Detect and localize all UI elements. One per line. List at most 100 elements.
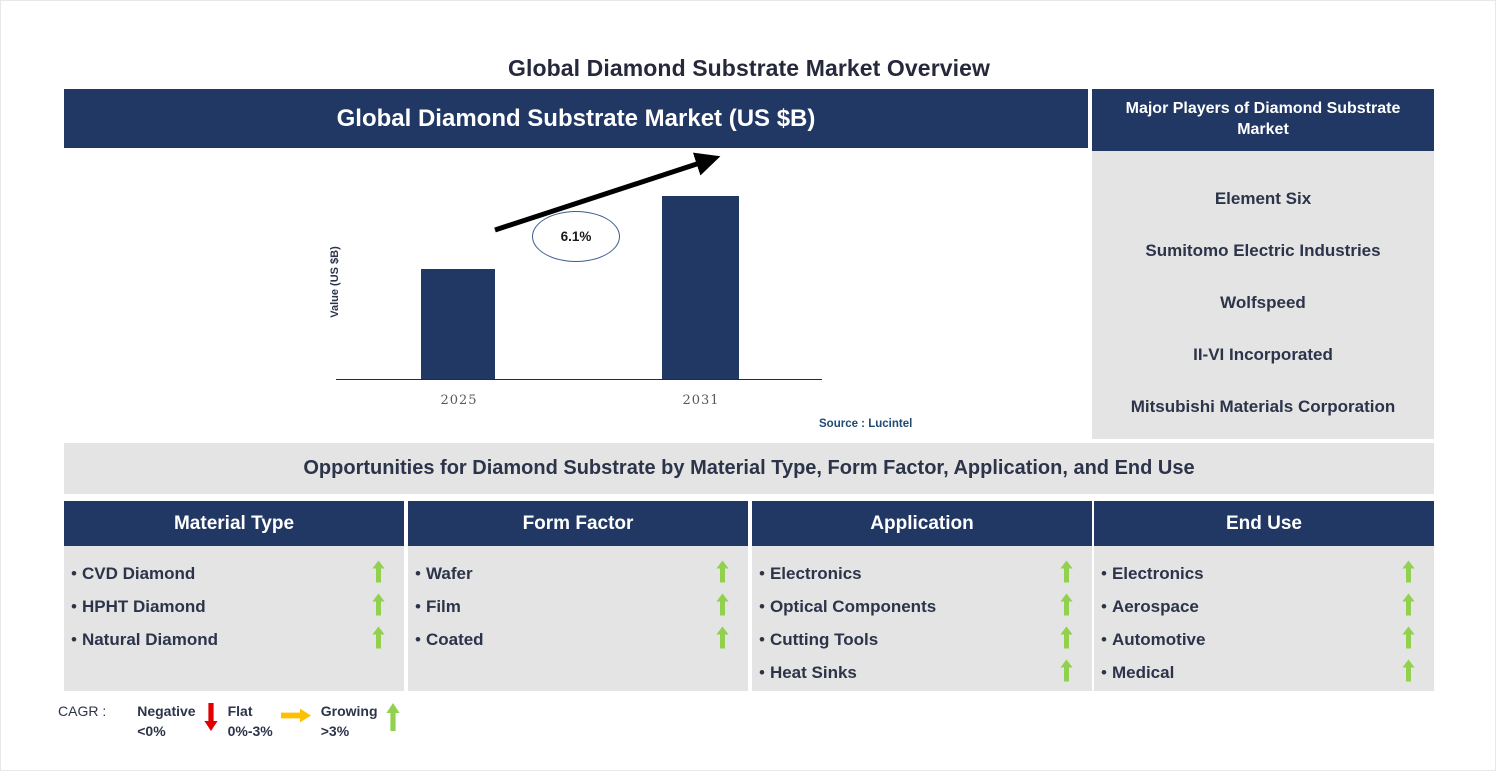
up-arrow-icon <box>385 703 400 736</box>
category-row: • Coated <box>408 623 748 656</box>
category-row: • HPHT Diamond <box>64 590 404 623</box>
bullet-icon: • <box>1101 564 1107 583</box>
bar-2025 <box>421 269 495 379</box>
bullet-icon: • <box>415 564 421 583</box>
major-players-list: Element Six Sumitomo Electric Industries… <box>1092 151 1434 439</box>
category-item-label: Electronics <box>1111 563 1204 583</box>
legend-negative-name: Negative <box>137 703 196 719</box>
category-item-label: Wafer <box>425 563 473 583</box>
legend-growing-text: Growing >3% <box>321 701 378 742</box>
legend-negative-range: <0% <box>137 723 166 740</box>
legend-entry-negative: Negative <0% <box>137 701 224 742</box>
category-header: Form Factor <box>408 501 748 546</box>
legend-flat-name: Flat <box>227 703 253 719</box>
growing-up-arrow-icon <box>1060 560 1073 587</box>
bullet-icon: • <box>71 597 77 616</box>
category-item-label: Medical <box>1111 662 1175 682</box>
legend-entry-flat: Flat 0%-3% <box>228 701 318 742</box>
category-header: Material Type <box>64 501 404 546</box>
category-column-material-type: Material Type • CVD Diamond • HPHT Diamo… <box>64 501 404 691</box>
growing-up-arrow-icon <box>372 626 385 653</box>
growing-up-arrow-icon <box>1402 560 1415 587</box>
category-row: • Electronics <box>752 557 1092 590</box>
bullet-icon: • <box>759 663 765 682</box>
category-body: • Wafer • Film • Coated <box>408 546 748 691</box>
category-item-label: Heat Sinks <box>769 662 857 682</box>
category-header: Application <box>752 501 1092 546</box>
bullet-icon: • <box>415 630 421 649</box>
bullet-icon: • <box>1101 663 1107 682</box>
cagr-legend-label: CAGR : <box>58 703 107 719</box>
bullet-icon: • <box>759 597 765 616</box>
category-row: • Optical Components <box>752 590 1092 623</box>
growing-up-arrow-icon <box>1060 626 1073 653</box>
legend-growing-name: Growing <box>320 703 378 719</box>
legend-growing-range: >3% <box>320 723 350 740</box>
major-players-panel: Major Players of Diamond Substrate Marke… <box>1092 89 1434 439</box>
down-arrow-icon <box>203 703 218 736</box>
x-tick-2025: 2025 <box>440 393 478 408</box>
bullet-icon: • <box>415 597 421 616</box>
growing-up-arrow-icon <box>372 593 385 620</box>
category-row: • Electronics <box>1094 557 1434 590</box>
right-arrow-icon <box>280 708 311 728</box>
growing-up-arrow-icon <box>372 560 385 587</box>
category-row: • CVD Diamond <box>64 557 404 590</box>
category-column-application: Application • Electronics • Optical Comp… <box>752 501 1092 691</box>
category-item-label: Aerospace <box>1111 596 1199 616</box>
bullet-icon: • <box>1101 630 1107 649</box>
cagr-growth-arrow-icon <box>494 152 721 233</box>
category-row: • Natural Diamond <box>64 623 404 656</box>
growing-up-arrow-icon <box>1402 659 1415 686</box>
category-column-form-factor: Form Factor • Wafer • Film • Coated <box>408 501 748 691</box>
category-body: • Electronics • Optical Components • Cut… <box>752 546 1092 691</box>
opportunities-banner: Opportunities for Diamond Substrate by M… <box>64 443 1434 494</box>
category-body: • CVD Diamond • HPHT Diamond • Natural D… <box>64 546 404 691</box>
growing-up-arrow-icon <box>1060 659 1073 686</box>
category-item-label: Cutting Tools <box>769 629 879 649</box>
category-row: • Automotive <box>1094 623 1434 656</box>
bar-2031 <box>662 196 739 379</box>
bullet-icon: • <box>1101 597 1107 616</box>
source-label: Source : Lucintel <box>819 418 913 430</box>
bullet-icon: • <box>71 630 77 649</box>
legend-flat-range: 0%-3% <box>227 723 273 740</box>
legend-negative-text: Negative <0% <box>137 701 195 742</box>
category-item-label: Optical Components <box>769 596 937 616</box>
category-row: • Wafer <box>408 557 748 590</box>
growing-up-arrow-icon <box>1402 593 1415 620</box>
player-item: II-VI Incorporated <box>1193 345 1333 364</box>
category-column-end-use: End Use • Electronics • Aerospace • Auto… <box>1094 501 1434 691</box>
growing-up-arrow-icon <box>716 560 729 587</box>
player-item: Element Six <box>1214 189 1312 208</box>
growing-up-arrow-icon <box>1060 593 1073 620</box>
growing-up-arrow-icon <box>716 593 729 620</box>
chart-plot-area: Value (US $B) 6.1% 2025 2031 <box>64 148 1088 439</box>
market-chart-panel: Global Diamond Substrate Market (US $B) … <box>64 89 1088 439</box>
category-item-label: Coated <box>425 629 484 649</box>
bullet-icon: • <box>759 630 765 649</box>
category-body: • Electronics • Aerospace • Automotive <box>1094 546 1434 691</box>
x-tick-2031: 2031 <box>682 393 720 408</box>
major-players-header: Major Players of Diamond Substrate Marke… <box>1092 89 1434 151</box>
category-row: • Cutting Tools <box>752 623 1092 656</box>
category-item-label: Natural Diamond <box>81 629 218 649</box>
chart-title: Global Diamond Substrate Market (US $B) <box>336 104 816 132</box>
legend-entry-growing: Growing >3% <box>321 701 407 742</box>
category-item-label: Automotive <box>1111 629 1206 649</box>
bullet-icon: • <box>71 564 77 583</box>
category-row: • Medical <box>1094 656 1434 689</box>
category-row: • Aerospace <box>1094 590 1434 623</box>
x-axis-line <box>336 379 822 380</box>
player-item: Wolfspeed <box>1220 293 1306 312</box>
player-item: Mitsubishi Materials Corporation <box>1130 397 1396 416</box>
legend-flat-text: Flat 0%-3% <box>228 701 273 742</box>
bullet-icon: • <box>759 564 765 583</box>
category-item-label: Electronics <box>769 563 862 583</box>
category-item-label: HPHT Diamond <box>81 596 206 616</box>
category-row: • Heat Sinks <box>752 656 1092 689</box>
page-title: Global Diamond Substrate Market Overview <box>507 55 991 81</box>
category-item-label: CVD Diamond <box>81 563 196 583</box>
growing-up-arrow-icon <box>716 626 729 653</box>
